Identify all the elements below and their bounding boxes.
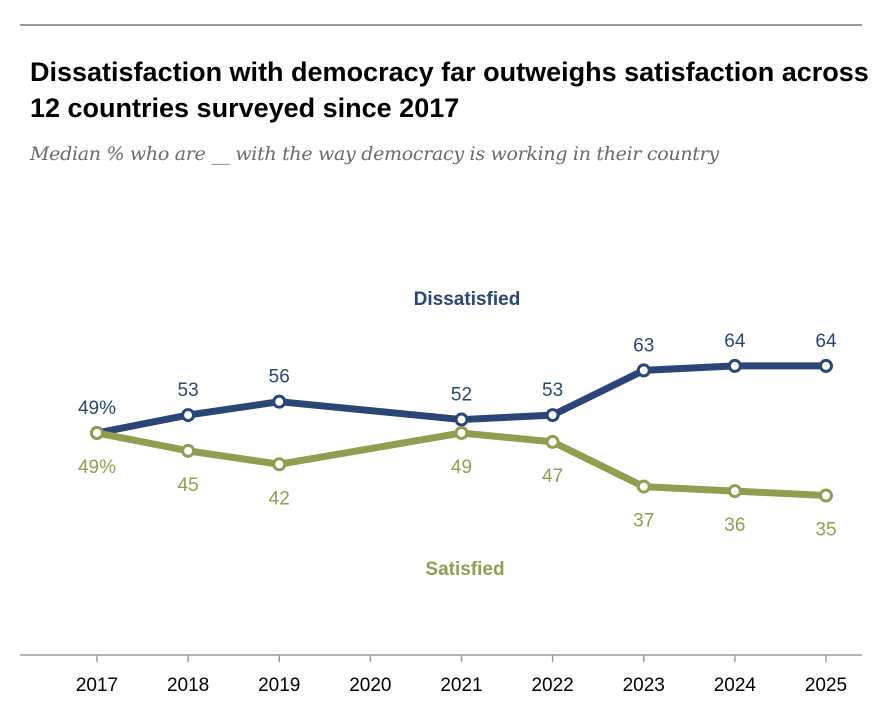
data-label: 64 xyxy=(724,331,746,352)
x-tick-label: 2025 xyxy=(805,675,847,696)
data-label: 36 xyxy=(724,515,745,536)
x-tick-label: 2023 xyxy=(623,675,665,696)
data-label: 49% xyxy=(78,398,116,419)
data-point xyxy=(727,358,742,373)
data-label: 49% xyxy=(78,457,116,478)
data-label: 35 xyxy=(815,520,836,541)
data-point xyxy=(181,408,196,423)
data-label: 63 xyxy=(633,335,654,356)
data-label: 64 xyxy=(815,331,837,352)
series-line-satisfied xyxy=(96,429,827,500)
data-point xyxy=(636,363,651,378)
data-point xyxy=(90,425,104,440)
data-point xyxy=(272,394,287,409)
x-tick-label: 2024 xyxy=(714,675,757,696)
x-tick-label: 2017 xyxy=(76,675,118,696)
x-tick-label: 2018 xyxy=(167,675,209,696)
data-point xyxy=(545,408,560,423)
data-point xyxy=(819,488,833,503)
data-label: 42 xyxy=(269,488,290,509)
data-label: 47 xyxy=(542,466,563,487)
x-tick-label: 2019 xyxy=(258,675,300,696)
legend-label-satisfied: Satisfied xyxy=(425,559,504,580)
chart-title: Dissatisfaction with democracy far outwe… xyxy=(30,57,869,123)
data-label: 45 xyxy=(178,475,199,496)
top-rule xyxy=(20,24,862,26)
data-label: 37 xyxy=(633,511,654,532)
data-point xyxy=(636,479,651,494)
data-label: 53 xyxy=(542,380,563,401)
x-tick-label: 2020 xyxy=(349,675,391,696)
data-point xyxy=(454,425,469,440)
data-point xyxy=(727,484,742,499)
data-point xyxy=(819,358,833,373)
data-point xyxy=(454,412,469,427)
data-label: 53 xyxy=(178,380,199,401)
data-point xyxy=(272,457,287,472)
x-tick-label: 2022 xyxy=(531,675,573,696)
data-point xyxy=(545,434,560,449)
x-tick-label: 2021 xyxy=(440,675,482,696)
data-label: 49 xyxy=(451,457,472,478)
chart-subtitle: Median % who are __ with the way democra… xyxy=(30,143,719,165)
data-label: 56 xyxy=(269,367,290,388)
data-label: 52 xyxy=(451,385,472,406)
legend-label-dissatisfied: Dissatisfied xyxy=(414,289,521,310)
series-line-dissatisfied xyxy=(96,362,826,437)
data-point xyxy=(181,443,196,458)
